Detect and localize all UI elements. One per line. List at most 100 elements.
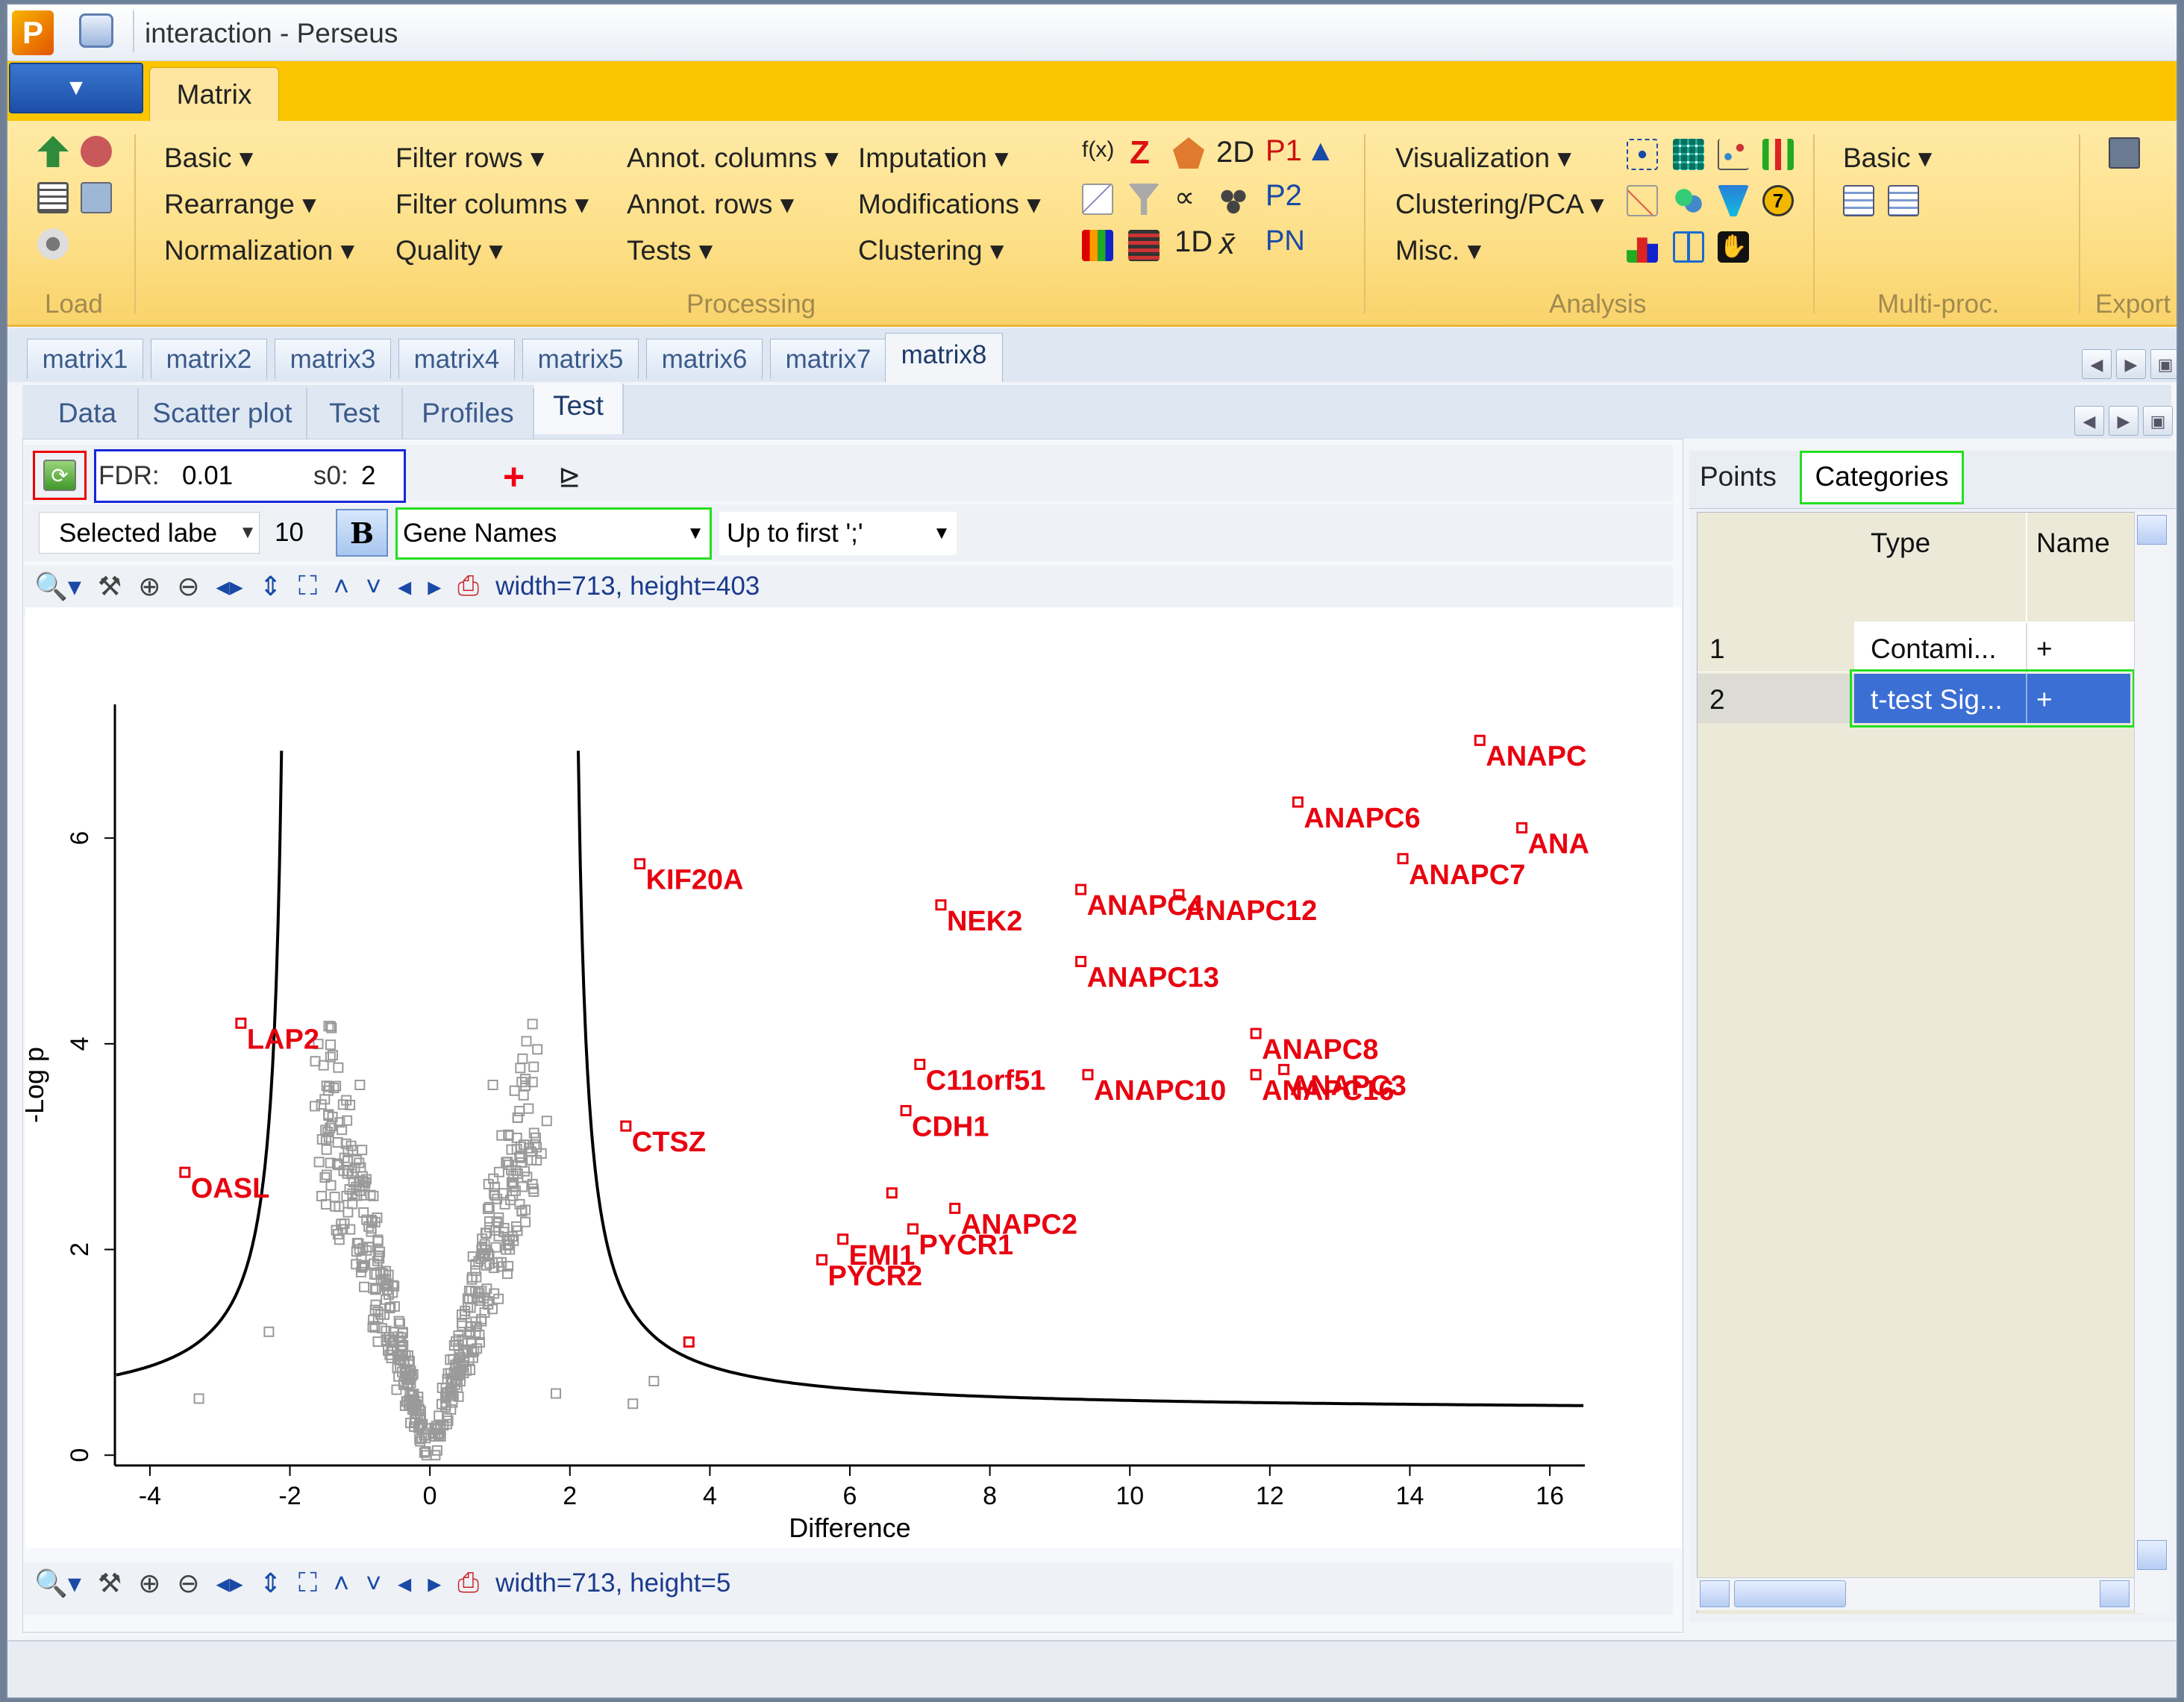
profile-icon[interactable] — [1128, 230, 1160, 261]
zoom-in-icon[interactable]: ⊕ — [138, 570, 161, 601]
horizontal-resize-icon[interactable]: ◂▸ — [216, 1567, 243, 1598]
fdr-input[interactable]: 0.01 — [172, 457, 306, 495]
zoom-select-icon[interactable]: 🔍▾ — [34, 570, 81, 601]
tab-matrix5[interactable]: matrix5 — [522, 339, 639, 379]
heatmap-icon[interactable] — [1082, 230, 1113, 261]
zoom-out-icon[interactable]: ⊖ — [177, 570, 200, 601]
scroll-left-icon[interactable]: ◀ — [2082, 349, 2112, 379]
app-menu-button[interactable]: ▼ — [9, 63, 143, 113]
fit-icon[interactable]: ⛶ — [298, 570, 318, 601]
menu-clustering[interactable]: Clustering ▾ — [858, 235, 1004, 266]
menu-filter-columns[interactable]: Filter columns ▾ — [395, 189, 589, 219]
view-window-list-icon[interactable]: ▣ — [2143, 406, 2173, 436]
horizontal-scroll-thumb[interactable] — [1734, 1580, 1846, 1607]
row-header-1[interactable] — [1698, 623, 1854, 672]
histogram-icon[interactable] — [1762, 139, 1794, 170]
move-up-icon[interactable]: ˄ — [334, 570, 350, 601]
venn-icon[interactable] — [1673, 185, 1704, 216]
tools-icon[interactable]: ⚒ — [97, 1567, 122, 1598]
multiproc-table-icon[interactable] — [1843, 185, 1874, 216]
tree-icon[interactable] — [1718, 185, 1749, 216]
seven-icon[interactable]: 7 — [1762, 185, 1794, 216]
mean-icon[interactable]: x̄ — [1219, 225, 1235, 260]
fx-icon[interactable]: f(x) — [1082, 137, 1115, 162]
font-size-input[interactable]: 10 — [275, 518, 304, 547]
save-icon[interactable] — [2109, 137, 2140, 169]
table-row[interactable] — [1854, 623, 2145, 672]
export-table-icon[interactable]: ⊵ — [558, 461, 581, 492]
zoom-in-icon[interactable]: ⊕ — [138, 1567, 161, 1598]
peak-icon[interactable]: ▲ — [1306, 134, 1336, 167]
scroll-up-icon[interactable] — [2137, 515, 2167, 545]
tab-matrix6[interactable]: matrix6 — [646, 339, 763, 379]
tab-points[interactable]: Points — [1700, 461, 1777, 492]
network-icon[interactable] — [1173, 137, 1204, 169]
vertical-resize-icon[interactable]: ⇕ — [259, 570, 282, 601]
tab-matrix4[interactable]: matrix4 — [398, 339, 515, 379]
zoom-select-icon[interactable]: 🔍▾ — [34, 1567, 81, 1598]
load-table-icon[interactable] — [37, 182, 69, 213]
scroll-right-icon[interactable]: ▶ — [2116, 349, 2146, 379]
grid-icon[interactable] — [1673, 139, 1704, 170]
vertical-resize-icon[interactable]: ⇕ — [259, 1567, 282, 1598]
bar-chart-icon[interactable] — [1627, 237, 1658, 263]
generate-icon[interactable] — [37, 228, 69, 260]
tab-matrix8[interactable]: matrix8 — [885, 333, 1003, 382]
menu-multiproc-basic[interactable]: Basic ▾ — [1843, 143, 1933, 173]
view-scroll-right-icon[interactable]: ▶ — [2109, 406, 2138, 436]
window-list-icon[interactable]: ▣ — [2150, 349, 2177, 379]
pdf-export-icon[interactable]: ⎙ — [457, 1567, 480, 1598]
quick-access-button[interactable] — [79, 13, 113, 48]
s0-input[interactable]: 2 — [355, 457, 400, 495]
label-truncation-select[interactable]: Up to first ';' — [719, 512, 957, 555]
tools-icon[interactable]: ⚒ — [97, 570, 122, 601]
scatter-plot-icon[interactable] — [1718, 139, 1749, 170]
row-header-2[interactable] — [1698, 674, 1854, 723]
1d-icon[interactable]: 1D — [1174, 225, 1213, 258]
menu-misc[interactable]: Misc. ▾ — [1395, 235, 1482, 266]
hand-icon[interactable]: ✋ — [1718, 231, 1749, 263]
move-right-icon[interactable]: ▸ — [428, 1567, 442, 1598]
menu-annot-rows[interactable]: Annot. rows ▾ — [627, 189, 795, 219]
menu-clustering-pca[interactable]: Clustering/PCA ▾ — [1395, 189, 1604, 219]
move-up-icon[interactable]: ˄ — [334, 1567, 350, 1598]
move-down-icon[interactable]: ˅ — [366, 570, 382, 601]
upload-icon[interactable] — [37, 136, 69, 167]
tab-data[interactable]: Data — [37, 388, 139, 439]
tab-matrix2[interactable]: matrix2 — [151, 339, 267, 379]
menu-imputation[interactable]: Imputation ▾ — [858, 143, 1009, 173]
dropdown-arrow-icon[interactable]: ▼ — [686, 523, 704, 543]
move-left-icon[interactable]: ◂ — [398, 1567, 412, 1598]
tab-test[interactable]: Test — [307, 388, 403, 439]
dropdown-arrow-icon[interactable]: ▼ — [933, 523, 951, 543]
load-raw-icon[interactable] — [81, 136, 112, 167]
column-header-type[interactable]: Type — [1871, 528, 1931, 558]
table-row-selected[interactable] — [1854, 674, 2130, 723]
bold-toggle-button[interactable]: B — [336, 509, 388, 557]
tab-matrix3[interactable]: matrix3 — [275, 339, 391, 379]
tab-matrix7[interactable]: matrix7 — [770, 339, 886, 379]
menu-basic[interactable]: Basic ▾ — [164, 143, 254, 173]
tab-categories[interactable]: Categories — [1800, 451, 1964, 504]
move-down-icon[interactable]: ˅ — [366, 1567, 382, 1598]
menu-visualization[interactable]: Visualization ▾ — [1395, 143, 1571, 173]
horizontal-resize-icon[interactable]: ◂▸ — [216, 570, 243, 601]
pdf-export-icon[interactable]: ⎙ — [457, 570, 480, 601]
cluster-icon[interactable] — [1218, 184, 1249, 215]
zscore-icon[interactable]: Z — [1130, 134, 1150, 171]
refresh-icon[interactable]: ⟳ — [43, 460, 76, 491]
vertical-scrollbar[interactable] — [2134, 512, 2170, 1613]
add-selection-icon[interactable]: + — [503, 456, 525, 498]
p2-icon[interactable]: P2 — [1265, 179, 1302, 212]
tab-profiles[interactable]: Profiles — [403, 388, 534, 439]
correlation-icon[interactable]: ∝ — [1174, 182, 1195, 213]
p1-icon[interactable]: P1 — [1265, 134, 1302, 167]
ribbon-tab-matrix[interactable]: Matrix — [149, 67, 279, 121]
scroll-right-btn[interactable] — [2100, 1580, 2130, 1607]
tab-scatter-plot[interactable]: Scatter plot — [139, 388, 307, 439]
filter-icon[interactable] — [1128, 184, 1160, 215]
column-header-name[interactable]: Name — [2036, 528, 2110, 558]
pn-icon[interactable]: PN — [1265, 225, 1305, 257]
